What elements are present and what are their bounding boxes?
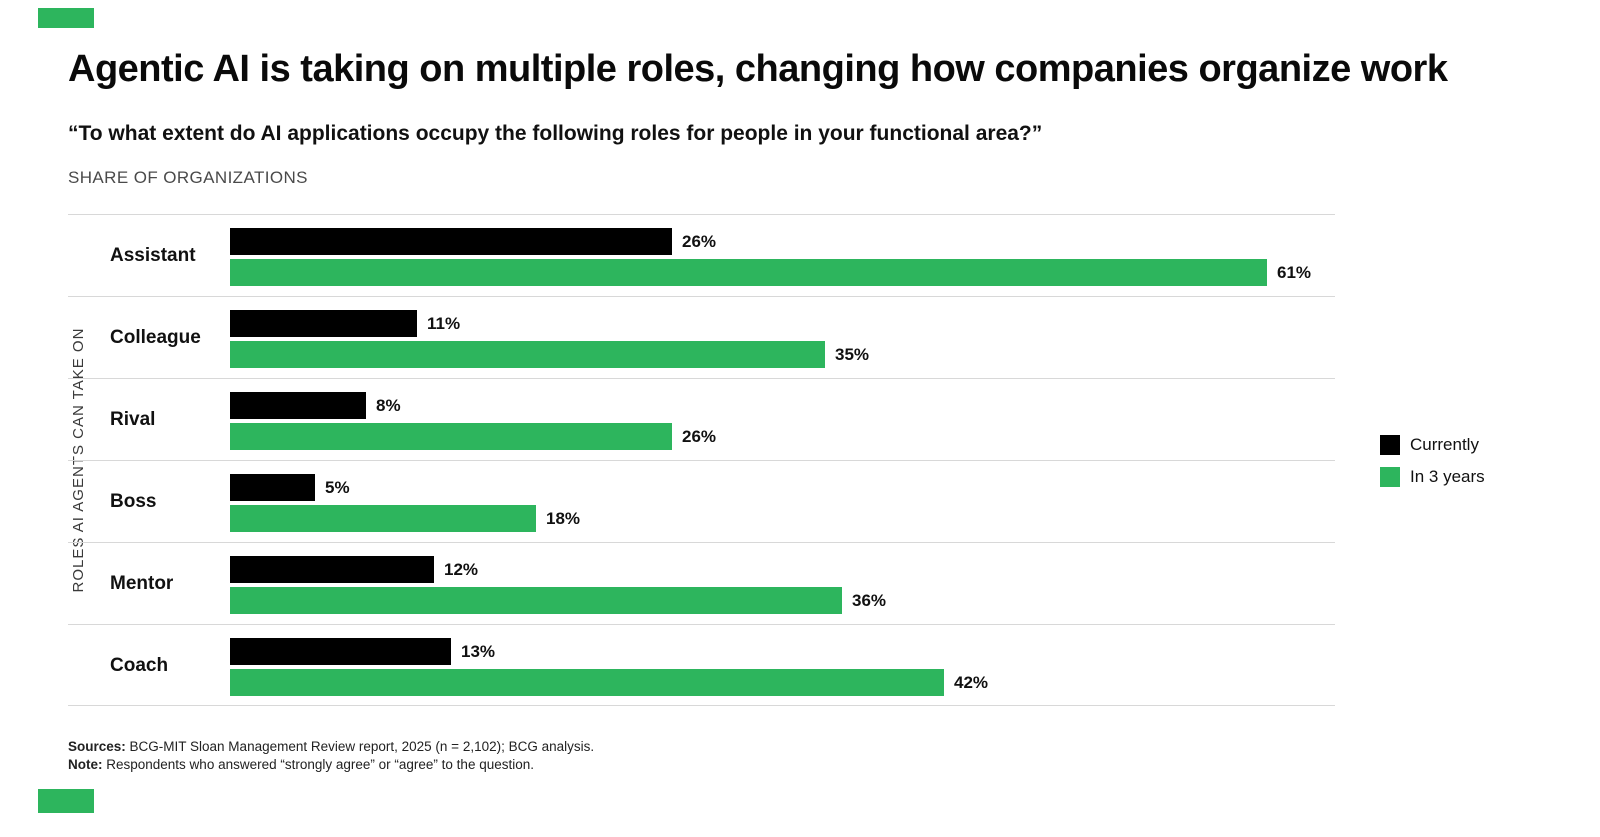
category-label: Boss	[110, 490, 157, 512]
value-label: 36%	[852, 591, 887, 610]
category-label: Rival	[110, 408, 156, 430]
bar-currently	[230, 556, 434, 583]
sources-text: BCG-MIT Sloan Management Review report, …	[125, 739, 595, 754]
sources-line: Sources: BCG-MIT Sloan Management Review…	[68, 738, 594, 756]
bar-in-3-years	[230, 259, 1267, 286]
bar-in-3-years	[230, 423, 672, 450]
chart-row: Boss 5% 18%	[68, 460, 1335, 542]
sources-label: Sources:	[68, 739, 126, 754]
legend-swatch-in-3-years-icon	[1380, 467, 1400, 487]
chart-row: Rival 8% 26%	[68, 378, 1335, 460]
footnotes: Sources: BCG-MIT Sloan Management Review…	[68, 738, 594, 774]
bar-in-3-years	[230, 341, 825, 368]
bar-chart: ROLES AI AGENTS CAN TAKE ON Assistant 26%…	[68, 214, 1335, 706]
legend-label-in-3-years: In 3 years	[1410, 467, 1485, 486]
value-label: 12%	[444, 560, 479, 579]
brand-accent-top	[38, 8, 94, 28]
legend-swatch-currently-icon	[1380, 435, 1400, 455]
bar-currently	[230, 474, 315, 501]
note-label: Note:	[68, 757, 103, 773]
category-label: Colleague	[110, 326, 201, 348]
brand-accent-bottom	[38, 789, 94, 813]
bar-currently	[230, 310, 417, 337]
bar-in-3-years	[230, 587, 842, 614]
value-label: 18%	[546, 509, 581, 528]
value-label: 13%	[461, 642, 496, 661]
category-label: Coach	[110, 654, 169, 676]
survey-question: “To what extent do AI applications occup…	[68, 122, 1043, 145]
value-label: 26%	[682, 232, 717, 251]
legend-item-in-3-years: In 3 years	[1380, 467, 1485, 487]
category-label: Mentor	[110, 572, 174, 594]
bar-in-3-years	[230, 669, 944, 696]
chart-row: Colleague 11% 35%	[68, 296, 1335, 378]
bar-currently	[230, 228, 672, 255]
legend-label-currently: Currently	[1410, 435, 1479, 454]
bar-currently	[230, 638, 451, 665]
chart-row: Coach 13% 42%	[68, 624, 1335, 706]
note-line: Note: Respondents who answered “strongly…	[68, 756, 594, 774]
legend-item-currently: Currently	[1380, 435, 1485, 455]
value-label: 8%	[376, 396, 401, 415]
chart-rows: Assistant 26% 61% Colleague 11% 35% Rival 8% 26%…	[68, 214, 1335, 706]
value-label: 61%	[1277, 263, 1312, 282]
chart-row: Assistant 26% 61%	[68, 214, 1335, 296]
value-label: 11%	[427, 314, 461, 333]
chart-unit-label: SHARE OF ORGANIZATIONS	[68, 168, 308, 187]
legend: Currently In 3 years	[1380, 435, 1485, 499]
value-label: 5%	[325, 478, 350, 497]
page-title: Agentic AI is taking on multiple roles, …	[68, 48, 1448, 90]
note-text: Respondents who answered “strongly agree…	[102, 757, 534, 773]
value-label: 35%	[835, 345, 870, 364]
bar-currently	[230, 392, 366, 419]
chart-row: Mentor 12% 36%	[68, 542, 1335, 624]
value-label: 42%	[954, 673, 989, 692]
category-label: Assistant	[110, 244, 196, 266]
bar-in-3-years	[230, 505, 536, 532]
value-label: 26%	[682, 427, 717, 446]
